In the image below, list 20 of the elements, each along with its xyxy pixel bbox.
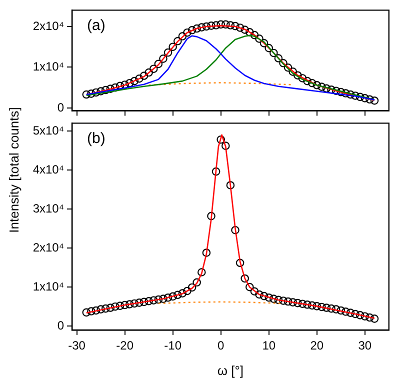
y-tick-label: 1x10⁴	[32, 60, 64, 74]
y-tick-label: 0	[57, 100, 64, 114]
x-tick-label: 30	[358, 338, 372, 353]
annotation: (a)	[87, 16, 106, 34]
x-tick-label: 20	[310, 338, 324, 353]
x-tick-label: -20	[116, 338, 134, 353]
x-tick-label: 0	[218, 338, 225, 353]
x-axis-title: ω [°]	[217, 362, 244, 378]
y-tick-label: 2x10⁴	[32, 18, 64, 33]
y-tick-label: 1x10⁴	[32, 279, 64, 294]
y-tick-label: 5x10⁴	[32, 123, 64, 138]
annotation: (b)	[87, 130, 106, 147]
y-axis-title: Intensity [total counts]	[6, 107, 22, 233]
y-tick-label: 2x10⁴	[32, 240, 64, 254]
x-tick-label: -30	[68, 338, 86, 353]
y-tick-label: 3x10⁴	[32, 201, 64, 216]
x-tick-label: 10	[262, 338, 276, 353]
y-tick-label: 0	[57, 318, 64, 332]
x-tick-label: -10	[164, 338, 182, 353]
y-tick-label: 4x10⁴	[32, 162, 64, 176]
